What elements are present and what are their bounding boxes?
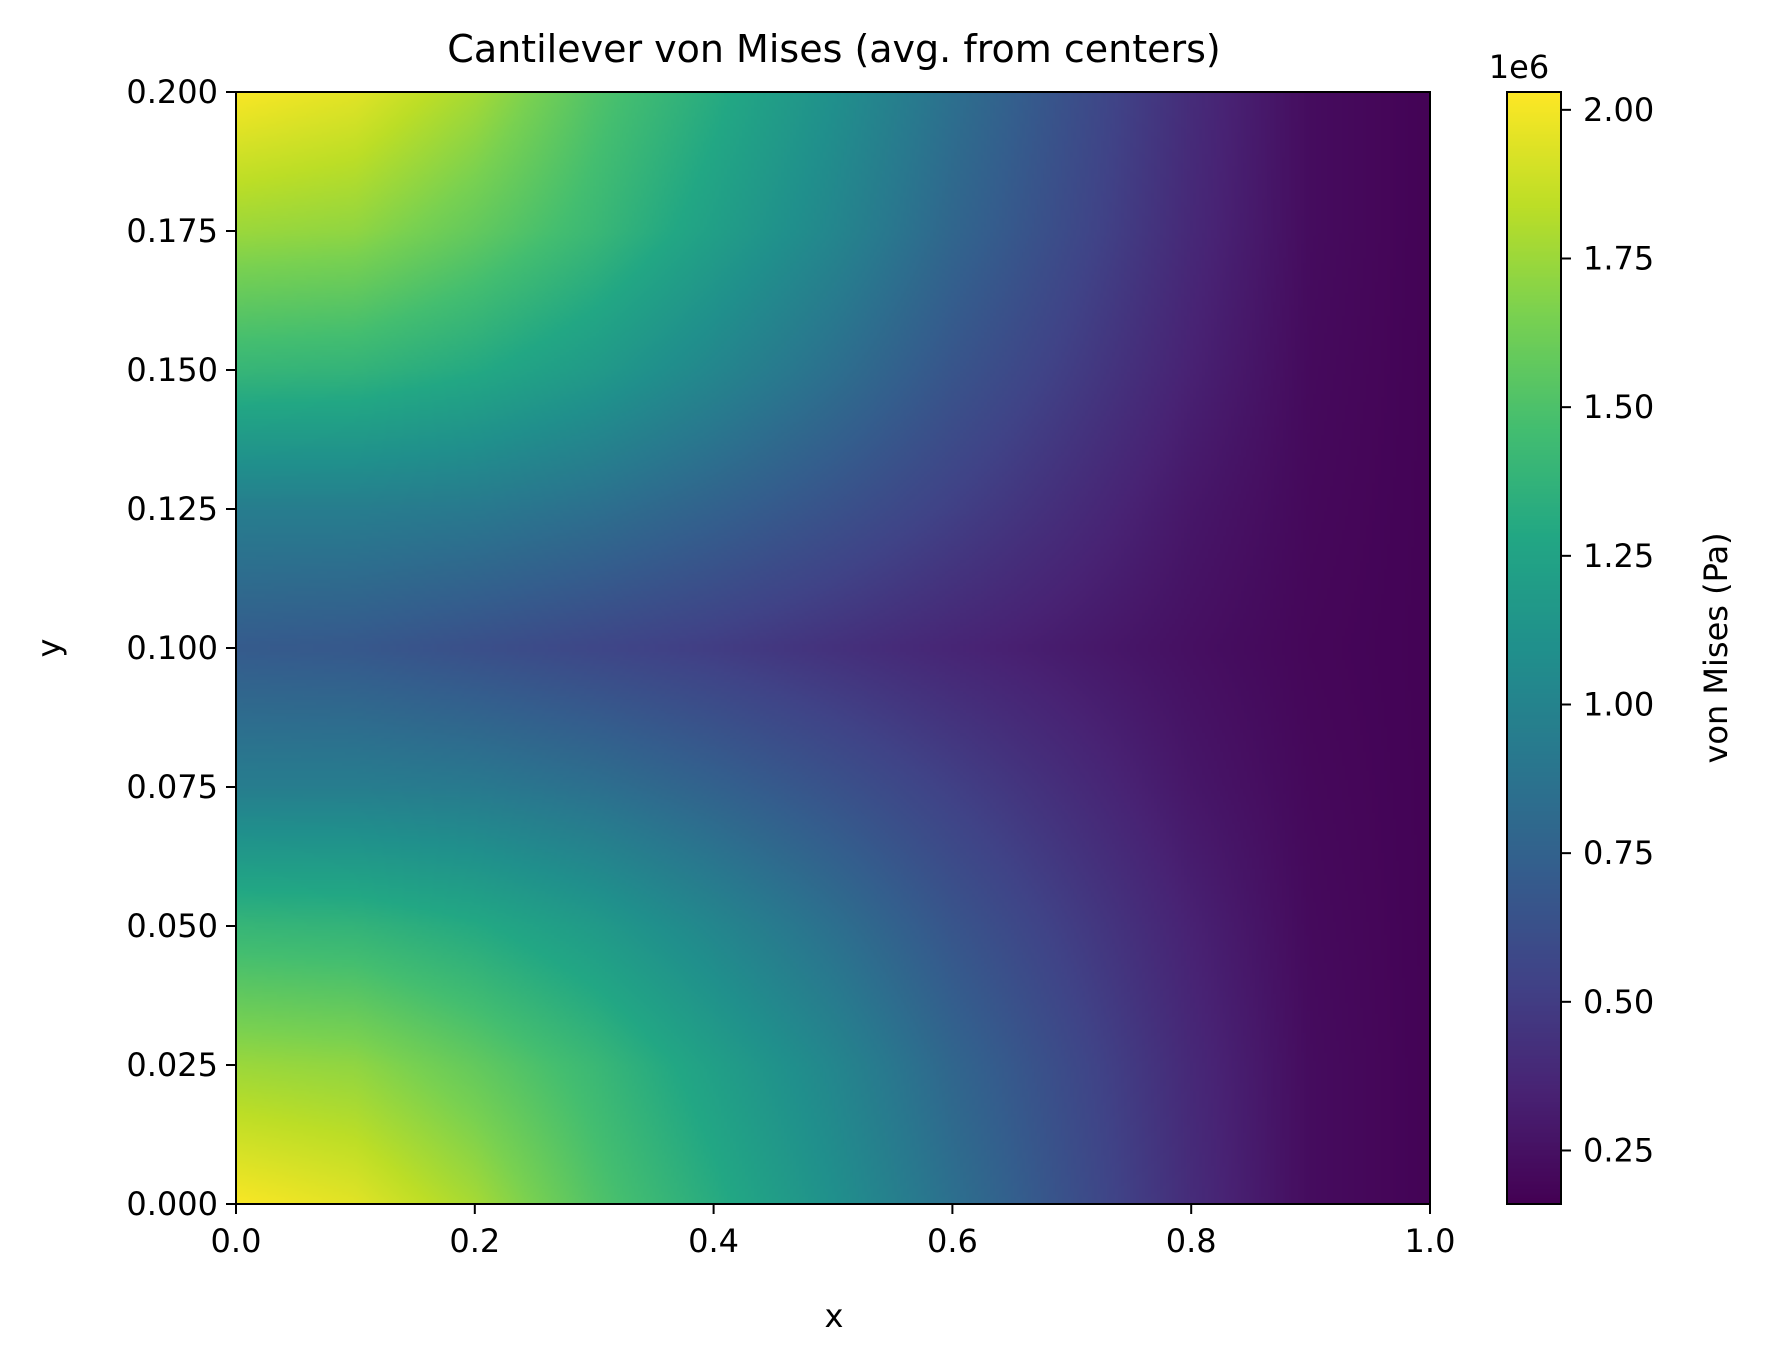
colorbar-tick-label: 2.00 bbox=[1583, 91, 1654, 129]
colorbar-frame bbox=[1506, 91, 1562, 1205]
y-tick-label: 0.100 bbox=[126, 629, 218, 667]
colorbar-label: von Mises (Pa) bbox=[1697, 532, 1735, 763]
y-tick-label: 0.150 bbox=[126, 351, 218, 389]
colorbar: 0.25 0.50 0.75 1.00 1.25 1.50 1.75 2.00 1e6 von… bbox=[1489, 48, 1735, 1205]
colorbar-tick-label: 0.75 bbox=[1583, 834, 1654, 872]
colorbar-tick-label: 1.00 bbox=[1583, 685, 1654, 723]
colorbar-tick-label: 1.25 bbox=[1583, 537, 1654, 575]
x-tick-label: 0.4 bbox=[688, 1222, 739, 1260]
x-tick-label: 0.6 bbox=[927, 1222, 978, 1260]
colorbar-offset-text: 1e6 bbox=[1489, 48, 1549, 86]
y-tick-label: 0.125 bbox=[126, 490, 218, 528]
x-axis: 0.0 0.2 0.4 0.6 0.8 1.0 bbox=[211, 1204, 1456, 1260]
y-tick-label: 0.175 bbox=[126, 212, 218, 250]
y-tick-label: 0.000 bbox=[126, 1185, 218, 1223]
colorbar-gradient bbox=[1507, 92, 1561, 1204]
x-tick-label: 0.8 bbox=[1166, 1222, 1217, 1260]
colorbar-tick-label: 0.50 bbox=[1583, 983, 1654, 1021]
colorbar-ticks: 0.25 0.50 0.75 1.00 1.25 1.50 1.75 2.00 bbox=[1561, 91, 1654, 1169]
x-tick-label: 0.0 bbox=[211, 1222, 262, 1260]
x-tick-label: 0.2 bbox=[449, 1222, 500, 1260]
chart-title: Cantilever von Mises (avg. from centers) bbox=[447, 27, 1220, 71]
colorbar-tick-label: 1.75 bbox=[1583, 240, 1654, 278]
y-tick-label: 0.025 bbox=[126, 1046, 218, 1084]
y-axis-label: y bbox=[30, 639, 68, 658]
x-tick-label: 1.0 bbox=[1405, 1222, 1456, 1260]
heatmap-plot bbox=[235, 91, 1431, 1205]
colorbar-tick-label: 0.25 bbox=[1583, 1131, 1654, 1169]
x-axis-label: x bbox=[825, 1297, 844, 1335]
y-axis: 0.000 0.025 0.050 0.075 0.100 0.125 0.150 0.175… bbox=[126, 73, 236, 1223]
y-tick-label: 0.075 bbox=[126, 768, 218, 806]
heatmap-image bbox=[236, 92, 1430, 1204]
y-tick-label: 0.050 bbox=[126, 907, 218, 945]
y-tick-label: 0.200 bbox=[126, 73, 218, 111]
colorbar-tick-label: 1.50 bbox=[1583, 388, 1654, 426]
